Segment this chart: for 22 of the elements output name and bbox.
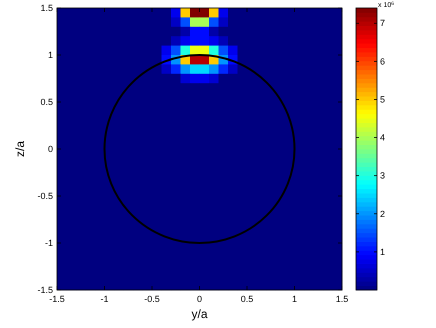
color-bar-label: 5 [380,94,386,104]
color-bar-label: 2 [380,208,386,219]
y-tick-label: 1 [48,50,53,60]
color-bar-label: 6 [380,56,386,66]
x-tick-label: 0 [196,294,202,304]
y-tick-label: 1.5 [40,3,53,13]
y-tick-label: 0 [48,144,53,154]
y-tick-label: 0.5 [40,97,53,107]
color-bar-label: 4 [380,132,386,143]
x-axis-title: y/a [191,307,208,321]
color-bar-label: 3 [380,170,386,181]
x-tick-label: -1 [100,294,109,304]
y-tick-label: -1 [44,238,53,248]
y-tick-label: -0.5 [37,191,53,201]
x-tick-label: 1 [292,294,298,304]
color-bar-label: 7 [380,18,386,28]
x-tick-label: 0.5 [240,294,254,304]
y-tick-label: -1.5 [37,285,53,295]
x-tick-label: 1.5 [336,294,348,304]
color-bar-label: 1 [380,246,386,257]
y-axis-title: z/a [13,140,27,158]
x-tick-label: -0.5 [144,294,160,304]
